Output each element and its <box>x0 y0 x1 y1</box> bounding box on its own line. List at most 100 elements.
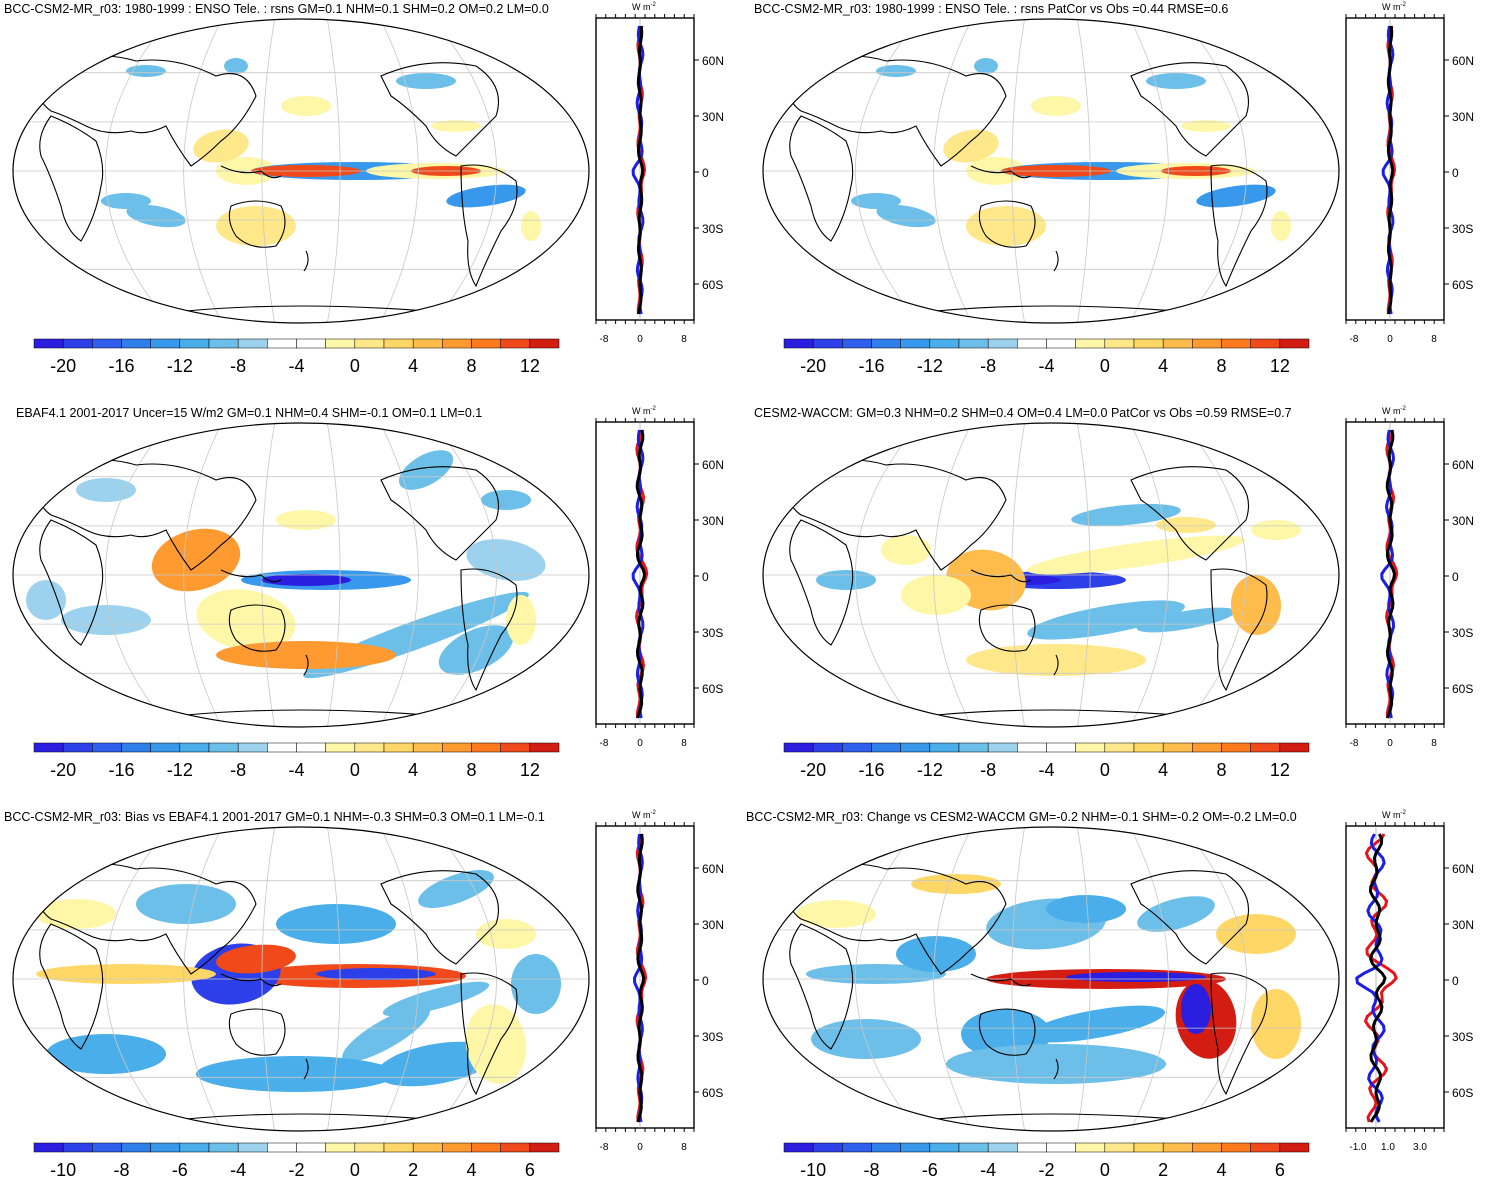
coastlines <box>785 863 1268 1120</box>
panel-model-enso: BCC-CSM2-MR_r03: 1980-1999 : ENSO Tele. … <box>0 0 744 390</box>
continent-outline <box>935 709 1177 716</box>
colorbar-bin <box>1192 1142 1222 1153</box>
units-exponent: -2 <box>1400 810 1406 816</box>
colorbar-tick-label: -16 <box>108 760 134 780</box>
colorbar-tick-label: 0 <box>350 760 360 780</box>
colorbar-bin <box>1221 1142 1251 1153</box>
robinson-map <box>12 18 590 324</box>
colorbar: -10-8-6-4-20246810 <box>783 1142 1310 1180</box>
colorbar-tick-label: -12 <box>917 356 943 376</box>
colorbar-bin <box>237 742 268 753</box>
colorbar-bin <box>1192 742 1222 753</box>
colorbar: -10-8-6-4-20246810 <box>33 1142 560 1180</box>
map-border <box>12 18 590 324</box>
continent-outline <box>970 973 1032 987</box>
panel-obs-ebaf: EBAF4.1 2001-2017 Uncer=15 W/m2 GM=0.1 N… <box>0 404 744 794</box>
latitude-label: 60N <box>1452 458 1474 472</box>
zonal-tick-label: 8 <box>1431 738 1437 749</box>
longitude-line <box>183 19 223 323</box>
colorbar-bin <box>812 338 843 349</box>
latitude-label: 30N <box>1452 918 1474 932</box>
colorbar-bin <box>92 1142 122 1153</box>
anomaly-region <box>876 204 936 228</box>
zonal-mean-plot: 60N 30N 0 30S 60S -8 0 8 <box>595 418 724 749</box>
colorbar-tick-label: -10 <box>800 1160 826 1180</box>
colorbar-tick-label: 12 <box>1270 760 1290 780</box>
colorbar-bin <box>33 742 64 753</box>
latitude-label: 0 <box>1452 974 1459 988</box>
latitude-label: 60S <box>702 682 723 696</box>
continent-outline <box>228 604 286 652</box>
colorbar-bin <box>383 1142 414 1153</box>
colorbar-bin <box>1162 338 1193 349</box>
continent-outline <box>185 1113 427 1120</box>
colorbar-tick-label: -8 <box>230 356 246 376</box>
colorbar-tick-label: 6 <box>1275 1160 1285 1180</box>
anomaly-region <box>1156 517 1216 533</box>
zonal-tick-label: 0 <box>1387 738 1393 749</box>
map-border <box>762 18 1340 324</box>
colorbar-bin <box>92 338 122 349</box>
latitude-label: 60S <box>1452 682 1473 696</box>
continent-outline <box>1053 1058 1059 1080</box>
colorbar-bin <box>33 338 64 349</box>
colorbar-bin <box>1017 742 1047 753</box>
robinson-map <box>762 422 1340 728</box>
longitude-line <box>327 19 341 323</box>
continent-outline <box>935 1113 1177 1120</box>
map-border <box>12 826 590 1132</box>
latitude-label: 0 <box>702 570 709 584</box>
anomaly-region <box>398 450 454 490</box>
anomaly-region <box>61 605 151 635</box>
zonal-tick-label: 0 <box>637 334 643 345</box>
colorbar-tick-label: 4 <box>466 1160 476 1180</box>
longitude-line <box>855 19 920 323</box>
anomaly-region <box>136 884 236 924</box>
latitude-label: 30N <box>702 514 724 528</box>
colorbar-bin <box>1279 742 1310 753</box>
units-label: W m-2 <box>1382 2 1406 12</box>
colorbar-tick-label: 4 <box>1158 760 1168 780</box>
continent-outline <box>460 972 518 1096</box>
continent-outline <box>220 165 282 179</box>
units-exponent: -2 <box>650 406 656 412</box>
longitude-line <box>1129 19 1169 323</box>
latitude-label: 60N <box>702 458 724 472</box>
colorbar-bin <box>325 338 356 349</box>
zonal-tick-label: 0 <box>1387 334 1393 345</box>
colorbar-tick-label: -20 <box>50 760 76 780</box>
zonal-mean-plot: 60N 30N 0 30S 60S -8 0 8 <box>1345 14 1474 345</box>
anomaly-region <box>216 944 296 974</box>
anomaly-region <box>1027 535 1245 575</box>
colorbar-bin <box>1279 1142 1310 1153</box>
anomaly-region <box>911 874 1001 894</box>
colorbar-bin <box>296 742 326 753</box>
anomaly-region <box>1066 972 1206 982</box>
colorbar-tick-label: -10 <box>50 1160 76 1180</box>
anomaly-region <box>438 625 514 675</box>
colorbar-bin <box>412 338 443 349</box>
longitude-line <box>432 827 497 1131</box>
coastlines <box>35 863 518 1120</box>
latitude-label: 30N <box>702 918 724 932</box>
colorbar-bin <box>842 1142 872 1153</box>
continent-outline <box>35 863 257 975</box>
map-border <box>12 422 590 728</box>
colorbar-bin <box>62 1142 93 1153</box>
anomaly-region <box>1031 96 1081 116</box>
panel-title: CESM2-WACCM: GM=0.3 NHM=0.2 SHM=0.4 OM=0… <box>754 406 1292 420</box>
continent-outline <box>978 200 1036 248</box>
latitude-label: 30S <box>702 222 723 236</box>
colorbar-bin <box>783 742 814 753</box>
colorbar-bin <box>471 742 501 753</box>
longitude-line <box>933 423 973 727</box>
colorbar-bin <box>500 1142 531 1153</box>
anomaly-region <box>1230 575 1282 635</box>
continent-outline <box>380 62 500 157</box>
anomaly-region <box>316 968 436 980</box>
anomaly-region <box>901 575 971 615</box>
colorbar-bin <box>471 338 501 349</box>
latitude-label: 30S <box>702 1030 723 1044</box>
colorbar-bin <box>208 742 239 753</box>
colorbar-tick-label: 4 <box>408 760 418 780</box>
